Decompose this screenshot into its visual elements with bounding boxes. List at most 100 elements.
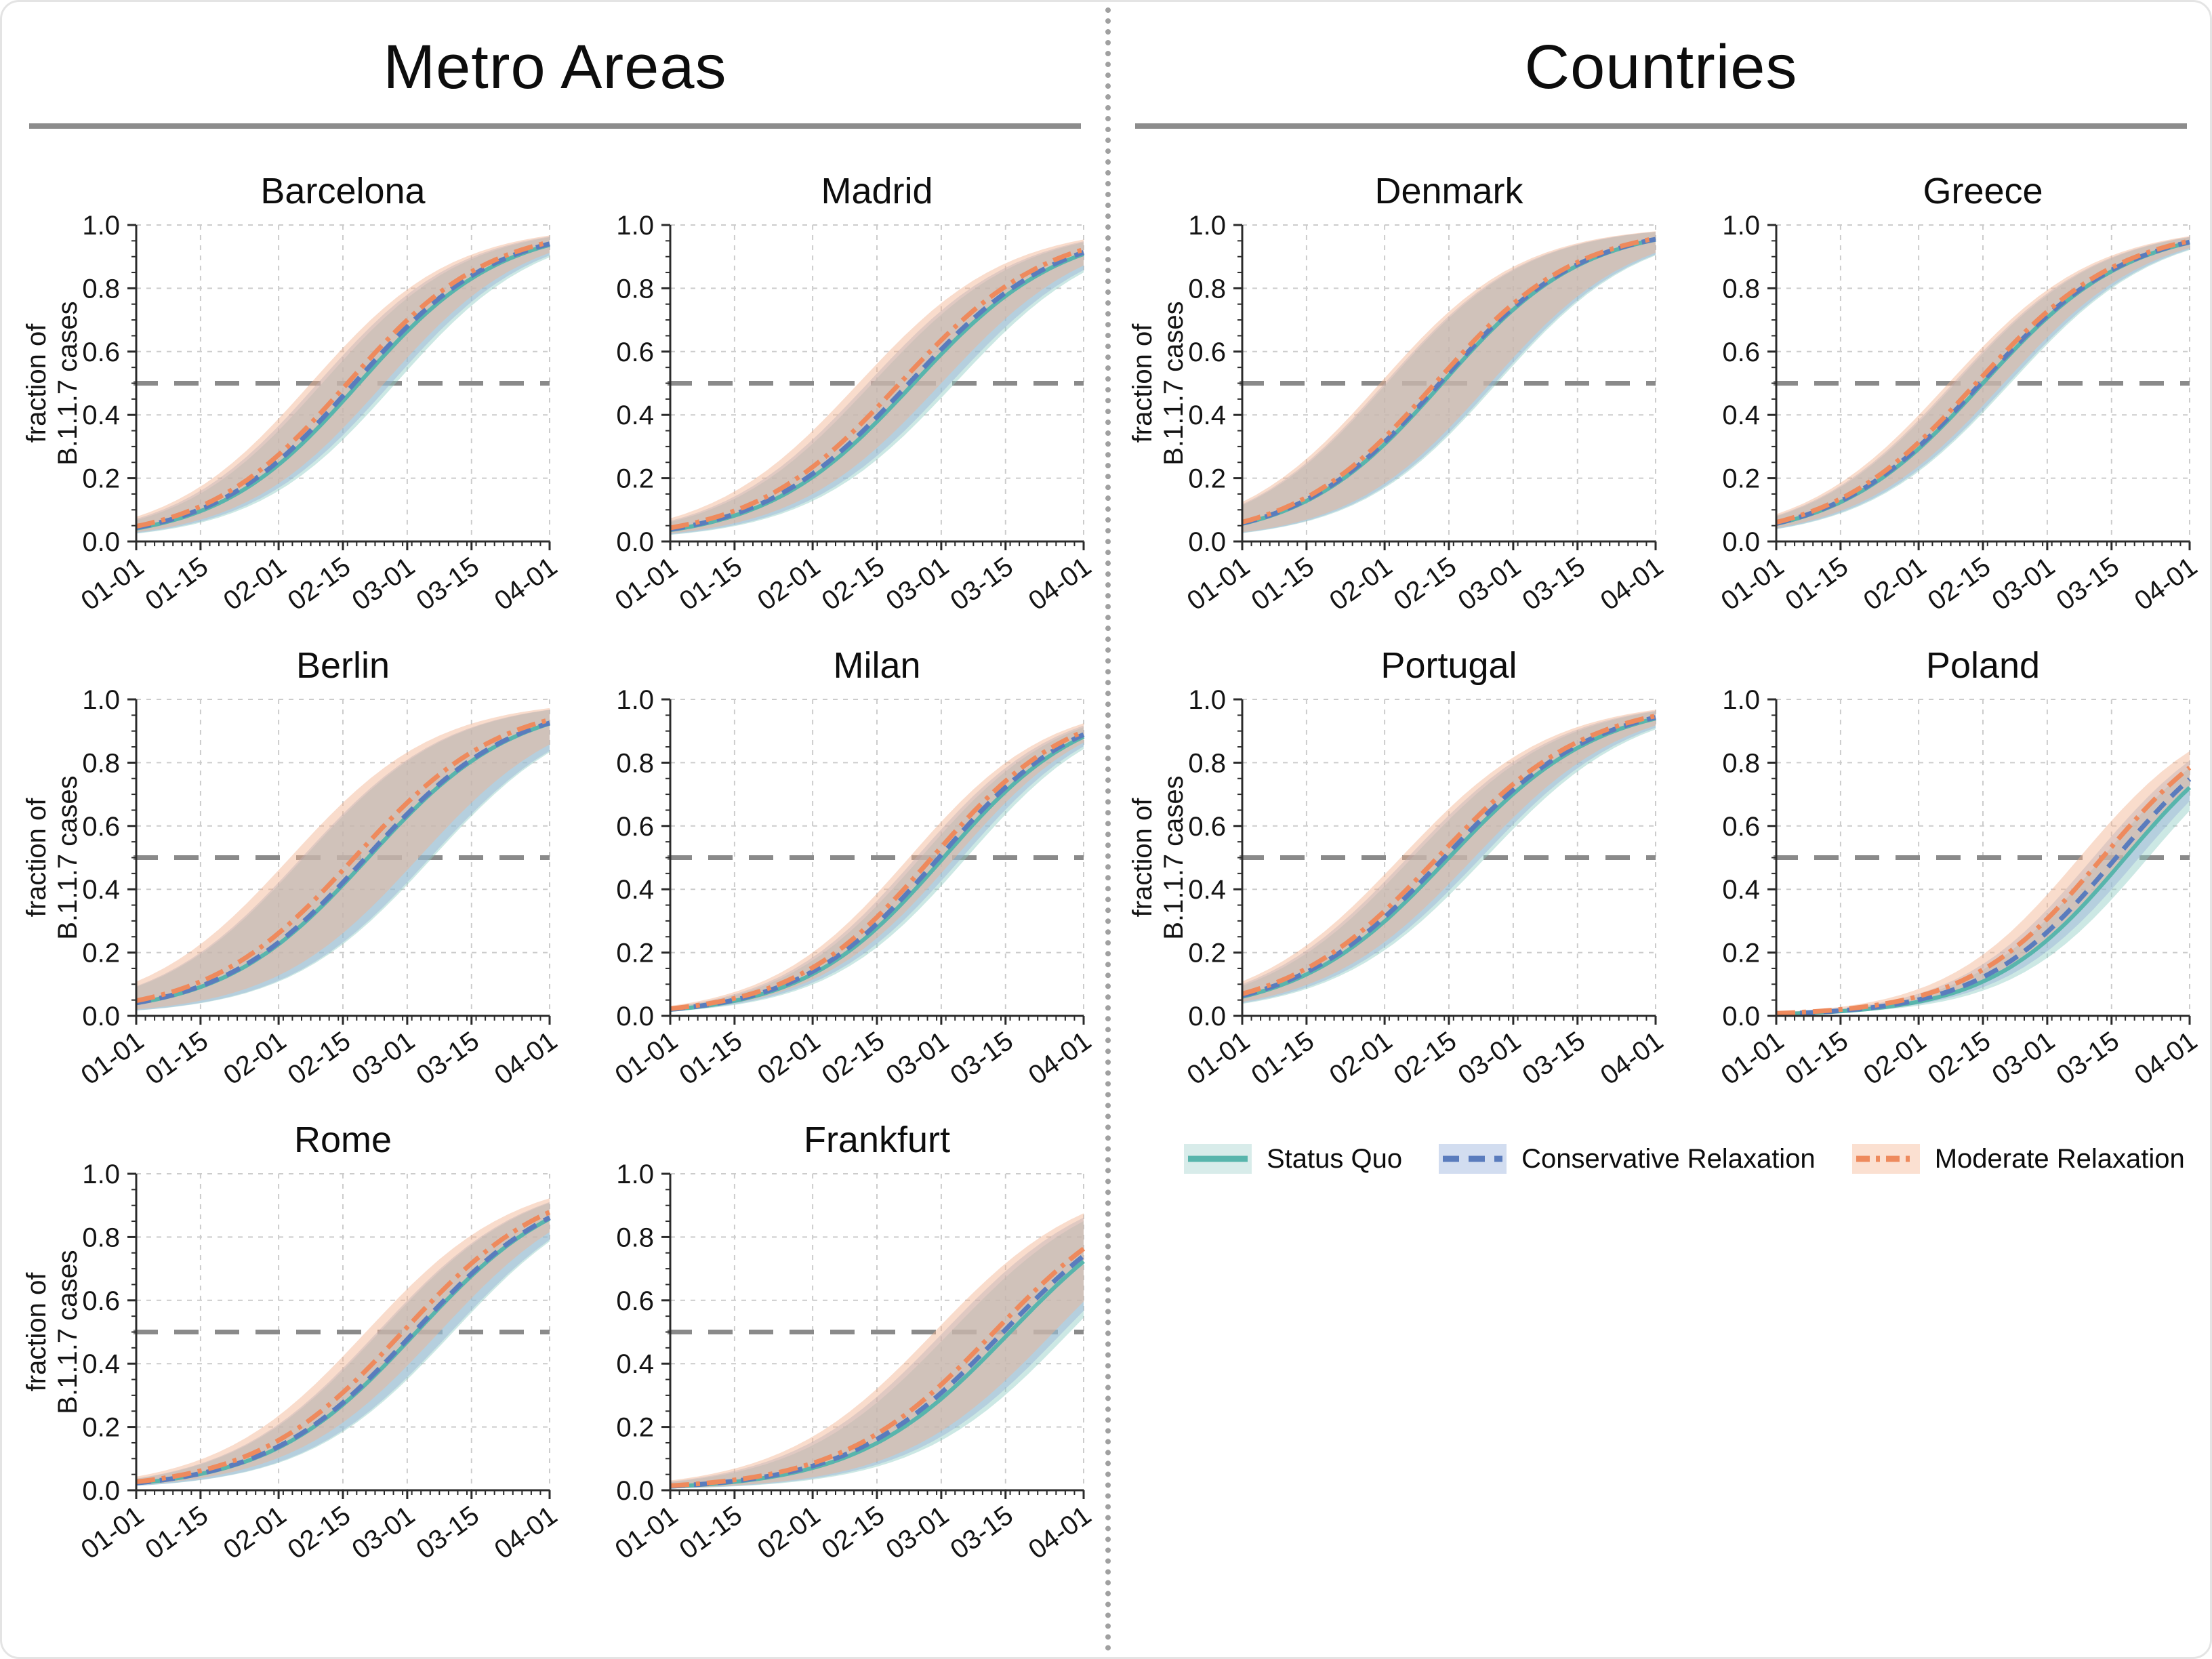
legend-label: Moderate Relaxation [1934,1143,2185,1174]
ci-band-status-quo [136,1202,550,1486]
axes [1767,698,2191,1025]
svg-text:04-01: 04-01 [1595,1026,1669,1091]
svg-text:0.6: 0.6 [1188,812,1226,842]
section-header-metro: Metro Areas [2,2,1108,129]
svg-text:01-01: 01-01 [76,1026,150,1091]
svg-text:03-01: 03-01 [347,1500,421,1565]
chart-title: Denmark [1374,171,1523,211]
svg-text:0.6: 0.6 [616,337,654,367]
svg-text:0.0: 0.0 [616,527,654,557]
svg-text:02-01: 02-01 [218,1500,292,1565]
chart-title: Greece [1923,171,2043,211]
svg-text:03-01: 03-01 [1453,1026,1527,1091]
bands [136,235,550,534]
svg-text:0.6: 0.6 [1722,812,1760,842]
bands [136,1198,550,1486]
svg-text:1.0: 1.0 [82,1160,120,1189]
series-lines [136,717,551,1006]
line-moderate-relaxation [1776,766,2192,1016]
line-conservative-relaxation [670,250,1085,532]
ci-band-conservative-relaxation [1242,232,1656,533]
svg-text:0.2: 0.2 [82,1413,120,1443]
line-moderate-relaxation [670,247,1085,531]
y-axis-label: fraction of B.1.1.7 cases [1128,776,1189,940]
svg-text:04-01: 04-01 [489,1500,563,1565]
section-divider-dotted [1105,7,1111,1652]
section-rule [1135,123,2187,129]
bands [670,723,1084,1012]
svg-text:03-01: 03-01 [881,1026,955,1091]
svg-text:0.8: 0.8 [82,274,120,304]
y-axis-label: fraction of B.1.1.7 cases [22,302,83,466]
ci-band-conservative-relaxation [136,237,550,533]
svg-text:0.4: 0.4 [1188,401,1226,430]
svg-text:04-01: 04-01 [489,1026,563,1091]
axes [661,698,1085,1025]
svg-text:02-01: 02-01 [218,1026,292,1091]
section-title-countries: Countries [1524,33,1798,102]
series-lines [670,247,1085,533]
grid [670,1173,1084,1491]
svg-text:04-01: 04-01 [2129,1026,2203,1091]
svg-text:B.1.1.7 cases: B.1.1.7 cases [53,302,83,466]
svg-text:fraction of: fraction of [22,323,52,443]
svg-text:01-15: 01-15 [1780,1026,1854,1091]
svg-text:0.8: 0.8 [1188,274,1226,304]
svg-text:0.8: 0.8 [1188,749,1226,779]
svg-text:02-15: 02-15 [817,1026,890,1091]
line-conservative-relaxation [136,720,551,1006]
series-lines [1776,239,2190,527]
charts-grid-metro-areas: 0.0 0.2 0.4 0.6 0.8 1.0 01-01 01-15 02-01 02-15 03… [2,164,1108,1587]
line-moderate-relaxation [1776,239,2190,525]
svg-text:0.6: 0.6 [1188,337,1226,367]
legend-item-status-quo: Status Quo [1184,1139,1402,1179]
ci-band-status-quo [670,1221,1084,1489]
legend: Status Quo Conservative Relaxation Moder… [1108,1139,2210,1179]
axes [1233,698,1657,1025]
svg-text:0.6: 0.6 [82,337,120,367]
bands [136,708,550,1011]
svg-text:03-15: 03-15 [411,1500,485,1565]
svg-text:0.8: 0.8 [616,1223,654,1253]
svg-text:02-15: 02-15 [283,552,356,617]
svg-text:02-01: 02-01 [752,1026,826,1091]
svg-text:0.4: 0.4 [1722,401,1760,430]
moderate-relaxation-line-icon [1851,1144,1920,1174]
svg-text:04-01: 04-01 [489,552,563,617]
svg-text:1.0: 1.0 [82,685,120,715]
svg-text:0.2: 0.2 [616,1413,654,1443]
ci-band-moderate-relaxation [1242,231,1656,533]
svg-text:0.2: 0.2 [1188,939,1226,968]
svg-text:01-01: 01-01 [1182,552,1256,617]
line-conservative-relaxation [136,1215,551,1486]
series-lines [670,729,1085,1012]
grid [1242,224,1656,542]
chart-title: Rome [294,1120,392,1160]
svg-text:03-01: 03-01 [881,552,955,617]
y-axis-label: fraction of B.1.1.7 cases [22,776,83,940]
axes [661,1172,1085,1500]
grid [1776,224,2190,542]
svg-text:1.0: 1.0 [616,211,654,241]
svg-text:03-15: 03-15 [2051,1026,2125,1091]
svg-text:01-01: 01-01 [610,552,684,617]
series-lines [136,240,550,531]
grid [136,224,550,542]
y-axis-label: fraction of B.1.1.7 cases [1128,302,1189,466]
svg-text:B.1.1.7 cases: B.1.1.7 cases [1159,302,1189,466]
svg-text:01-01: 01-01 [610,1500,684,1565]
svg-text:03-15: 03-15 [411,552,485,617]
svg-text:03-01: 03-01 [1987,1026,2061,1091]
svg-text:03-15: 03-15 [2051,552,2125,617]
svg-text:0.8: 0.8 [82,1223,120,1253]
svg-text:02-01: 02-01 [1324,1026,1398,1091]
chart-title: Frankfurt [804,1120,950,1160]
